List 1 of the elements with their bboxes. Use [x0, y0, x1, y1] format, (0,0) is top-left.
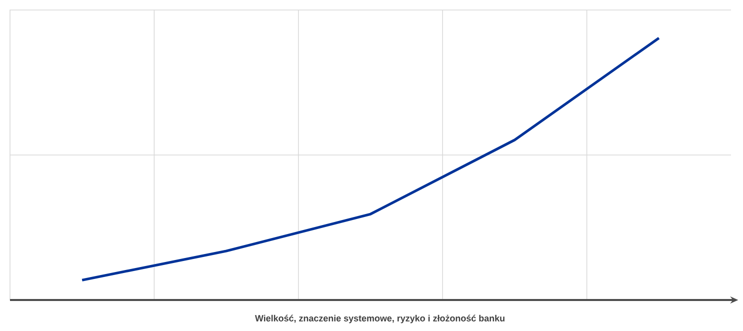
x-axis-title: Wielkość, znaczenie systemowe, ryzyko i złożoność banku [254, 314, 504, 324]
